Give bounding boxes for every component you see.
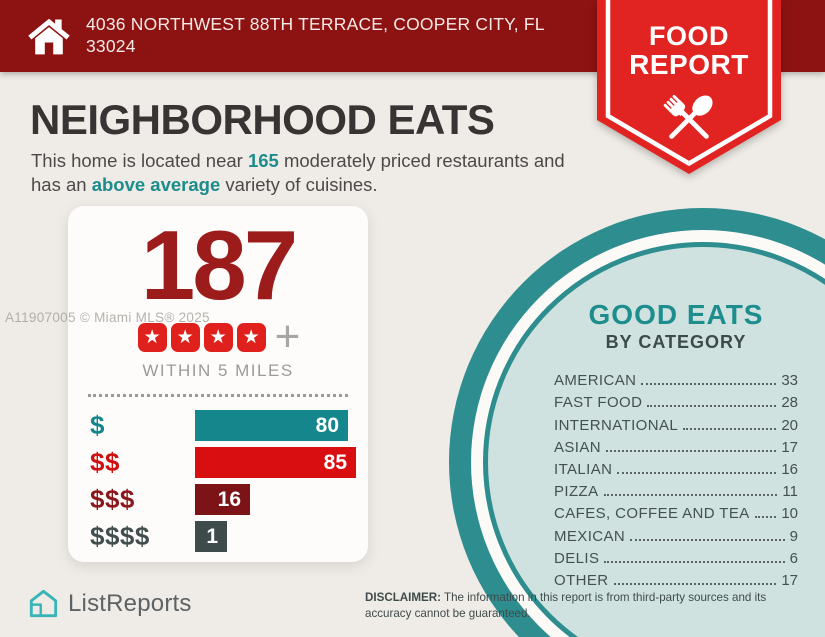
dotted-leader (683, 427, 777, 430)
dotted-leader (647, 405, 777, 408)
ribbon-line2: REPORT (629, 49, 749, 81)
food-report-badge: FOOD REPORT (597, 0, 781, 176)
category-label: FAST FOOD (554, 394, 643, 412)
dotted-leader (617, 471, 777, 474)
mls-watermark: A11907005 © Miami MLS® 2025 (5, 310, 210, 325)
category-label: PIZZA (554, 483, 599, 501)
category-label: OTHER (554, 571, 609, 589)
category-label: MEXICAN (554, 527, 626, 545)
dotted-leader (613, 582, 777, 585)
dotted-divider (88, 394, 348, 397)
spoon-fork-icon (663, 94, 713, 139)
good-eats-circle: GOOD EATS BY CATEGORY AMERICAN 33 FAST F… (483, 242, 825, 637)
price-bar-value: 1 (206, 524, 218, 548)
dotted-leader (641, 383, 777, 386)
intro-text: This home is located near 165 moderately… (31, 149, 591, 196)
intro-highlight: above average (91, 173, 221, 195)
ribbon-text: FOOD REPORT (597, 22, 781, 80)
plus-icon: + (274, 312, 301, 361)
category-value: 11 (782, 483, 798, 501)
category-label: AMERICAN (554, 372, 637, 390)
category-value: 33 (781, 372, 798, 390)
dotted-leader (606, 449, 777, 452)
disclaimer-label: DISCLAIMER: (365, 591, 441, 604)
dotted-leader (603, 494, 778, 497)
ribbon-shape (597, 0, 781, 174)
category-value: 20 (781, 416, 798, 434)
price-tier-label: $$$ (90, 484, 135, 514)
restaurant-count: 165 (247, 150, 279, 171)
page-title: NEIGHBORHOOD EATS (30, 96, 495, 143)
ribbon-line1: FOOD (649, 21, 729, 51)
category-list: AMERICAN 33 FAST FOOD 28 INTERNATIONAL (554, 369, 798, 591)
category-value: 28 (781, 394, 798, 412)
star-badge-icon: ★ (203, 322, 233, 352)
good-eats-title: GOOD EATS (588, 299, 764, 330)
summary-card: 187 ★ ★ ★ ★ + WITHIN 5 MILES $80 $$ 85 $$$ 16 $$$… (68, 206, 368, 562)
price-bar: 16 (195, 484, 250, 515)
category-value: 17 (781, 571, 798, 589)
price-bar: 1 (195, 521, 227, 552)
listreports-brand-name: ListReports (68, 589, 192, 617)
property-address: 4036 NORTHWEST 88TH TERRACE, COOPER CITY… (86, 14, 545, 56)
category-row: MEXICAN 9 (554, 524, 798, 546)
price-bar-row: $$$ 16 (90, 484, 356, 515)
star-badge-icon: ★ (137, 322, 167, 352)
dotted-leader (604, 560, 785, 563)
category-row: INTERNATIONAL 20 (554, 413, 798, 435)
price-bar: 80 (195, 410, 348, 441)
category-row: ASIAN 17 (554, 436, 798, 458)
category-row: CAFES, COFFEE AND TEA 10 (554, 502, 798, 524)
category-value: 9 (789, 527, 798, 545)
category-value: 17 (781, 438, 798, 456)
price-bar-chart: $80 $$ 85 $$$ 16 $$$$ 1 (68, 410, 368, 552)
price-bar-row: $80 (90, 410, 356, 441)
intro-part1: This home is located near (31, 150, 248, 171)
intro-part3: variety of cuisines. (220, 173, 378, 195)
category-row: AMERICAN 33 (554, 369, 798, 391)
intro-part2: moderately priced restaurants and has an (31, 150, 565, 195)
disclaimer-text: DISCLAIMER: The information in this repo… (365, 590, 797, 621)
listreports-logo-icon (29, 589, 58, 618)
star-badge-icon: ★ (170, 322, 200, 352)
category-label: ASIAN (554, 438, 602, 456)
category-value: 6 (789, 549, 798, 567)
good-eats-content: GOOD EATS BY CATEGORY AMERICAN 33 FAST F… (554, 299, 798, 591)
price-bar-row: $$$$ 1 (90, 521, 356, 552)
price-bar-value: 85 (323, 450, 347, 474)
price-tier-label: $$ (90, 447, 120, 477)
price-bar: 85 (195, 447, 356, 478)
category-row: PIZZA 11 (554, 480, 798, 502)
listreports-brand: ListReports (28, 588, 192, 619)
price-bar-value: 16 (217, 487, 241, 511)
star-rating: ★ ★ ★ ★ + (68, 312, 368, 361)
radius-label: WITHIN 5 MILES (142, 361, 294, 380)
category-row: ITALIAN 16 (554, 458, 798, 480)
disclaimer-body: The information in this report is from t… (365, 591, 767, 620)
category-value: 10 (781, 505, 798, 523)
dotted-leader (754, 516, 777, 519)
category-label: CAFES, COFFEE AND TEA (554, 505, 750, 523)
star-badge-icon: ★ (236, 322, 266, 352)
category-row: DELIS 6 (554, 547, 798, 569)
category-row: FAST FOOD 28 (554, 391, 798, 413)
price-tier-label: $$$$ (90, 521, 150, 551)
good-eats-subtitle: BY CATEGORY (605, 332, 747, 352)
price-tier-label: $ (90, 410, 105, 440)
total-restaurants: 187 (140, 210, 299, 320)
price-bar-value: 80 (315, 413, 339, 437)
category-value: 16 (781, 460, 798, 478)
dotted-leader (630, 538, 785, 541)
category-label: DELIS (554, 549, 600, 567)
category-label: ITALIAN (554, 460, 613, 478)
home-icon (28, 18, 70, 55)
category-label: INTERNATIONAL (554, 416, 679, 434)
category-row: OTHER 17 (554, 569, 798, 591)
price-bar-row: $$ 85 (90, 447, 356, 478)
